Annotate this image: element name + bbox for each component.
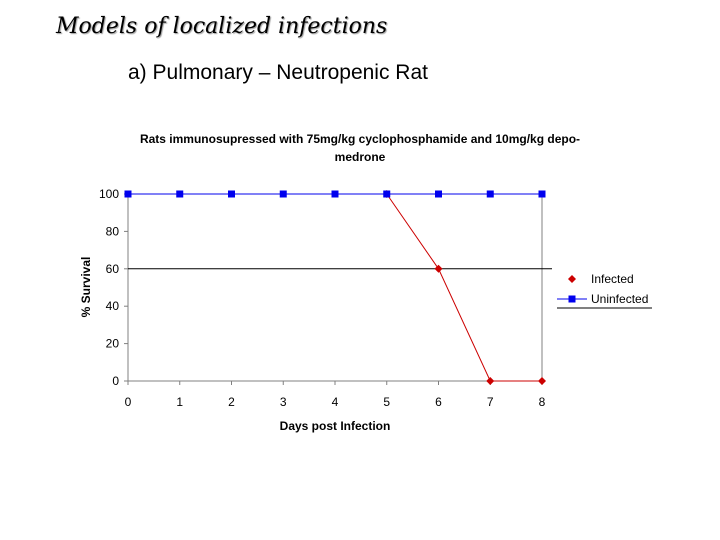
infected-series-line — [386, 193, 542, 382]
uninfected-point — [331, 190, 339, 198]
slide-title: Models of localized infections — [56, 14, 388, 39]
slide-subtitle: a) Pulmonary – Neutropenic Rat — [128, 61, 428, 84]
infected-point — [434, 264, 443, 273]
legend-item-infected: Infected — [568, 272, 634, 286]
uninfected-point — [279, 190, 287, 198]
plot-area — [127, 193, 543, 382]
infected-point — [538, 377, 546, 385]
x-tick-label: 2 — [228, 395, 235, 409]
uninfected-point — [228, 190, 235, 198]
legend-marker-infected — [568, 275, 576, 283]
y-tick-label: 60 — [106, 262, 120, 276]
y-tick-label: 40 — [106, 299, 120, 313]
infected-point — [486, 377, 495, 385]
uninfected-point — [486, 190, 494, 198]
uninfected-point — [435, 190, 442, 198]
legend: Infected Uninfected — [557, 272, 652, 309]
x-tick-label: 4 — [332, 395, 339, 409]
chart-title: Rats immunosupressed with 75mg/kg cyclop… — [140, 132, 580, 164]
x-tick-label: 3 — [280, 395, 287, 409]
x-axis-label: Days post Infection — [280, 419, 391, 433]
chart-title-line-1: Rats immunosupressed with 75mg/kg cyclop… — [140, 132, 580, 146]
x-tick-label: 5 — [383, 395, 390, 409]
legend-label-uninfected: Uninfected — [591, 292, 648, 306]
x-tick-label: 0 — [125, 395, 132, 409]
chart-title-line-2: medrone — [335, 150, 386, 164]
uninfected-point — [383, 190, 391, 198]
uninfected-point — [176, 190, 184, 198]
uninfected-point — [124, 190, 132, 198]
legend-marker-uninfected — [568, 295, 576, 303]
x-tick-label: 1 — [176, 395, 183, 409]
y-tick-label: 20 — [106, 337, 120, 351]
legend-label-infected: Infected — [591, 272, 634, 286]
y-axis-label: % Survival — [79, 257, 93, 318]
y-tick-label: 0 — [112, 374, 119, 388]
y-tick-label: 80 — [106, 224, 120, 238]
x-tick-label: 7 — [487, 395, 494, 409]
x-tick-label: 8 — [539, 395, 546, 409]
x-tick-label: 6 — [435, 395, 442, 409]
uninfected-point — [538, 190, 546, 198]
y-tick-label: 100 — [99, 187, 119, 201]
legend-item-uninfected: Uninfected — [557, 292, 648, 306]
